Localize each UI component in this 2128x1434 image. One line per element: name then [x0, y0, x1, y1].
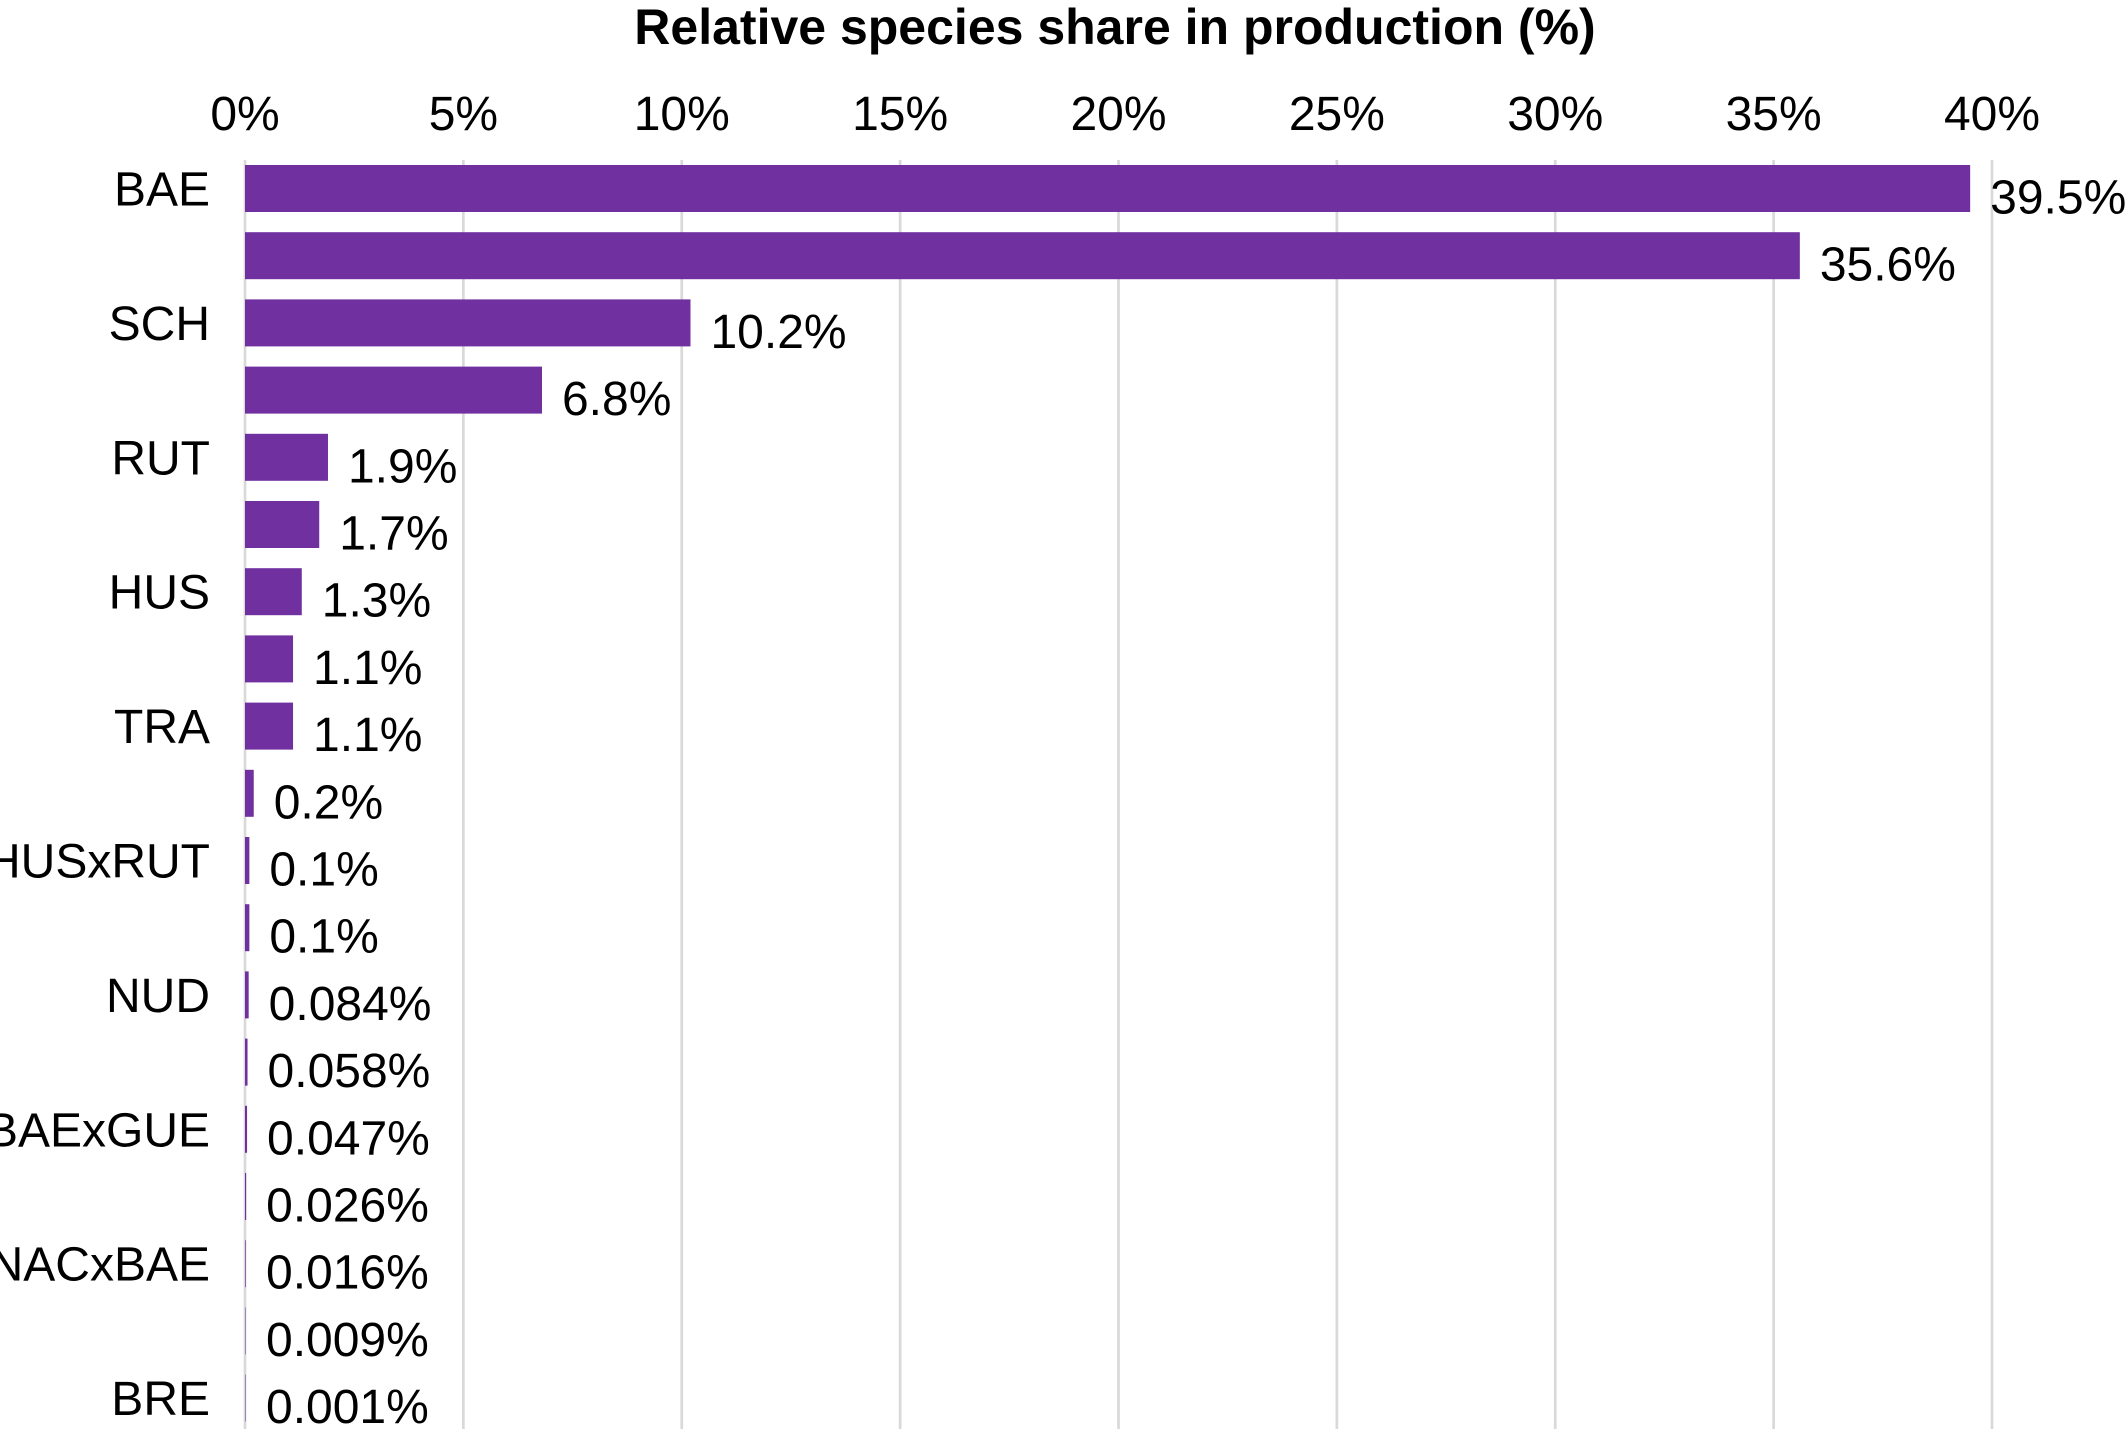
bar	[245, 1105, 248, 1153]
bar	[245, 1173, 247, 1220]
bar	[245, 1307, 246, 1355]
category-label: HUSxRUT	[0, 836, 210, 889]
value-label: 0.026%	[266, 1180, 429, 1233]
category-label: HUS	[109, 567, 210, 620]
bar	[245, 1240, 246, 1288]
value-label: 0.047%	[267, 1112, 430, 1165]
bar	[245, 769, 254, 817]
x-tick-label: 5%	[429, 88, 498, 141]
x-tick-label: 35%	[1726, 88, 1822, 141]
x-tick-label: 20%	[1070, 88, 1166, 141]
bar	[245, 837, 250, 884]
category-labels: BAE SCH RUT HUS TRA HUSxRUT NUD BAExGUE NACxBAE B…	[0, 164, 210, 1427]
bar	[245, 299, 691, 347]
bars	[245, 165, 1971, 1422]
bar	[245, 232, 1800, 280]
value-label: 0.1%	[269, 844, 378, 897]
value-label: 6.8%	[562, 373, 671, 426]
bar	[245, 1038, 248, 1086]
value-label: 39.5%	[1990, 172, 2126, 225]
value-label: 0.1%	[269, 911, 378, 964]
chart-title: Relative species share in production (%)	[634, 0, 1595, 55]
category-label: BAExGUE	[0, 1104, 210, 1157]
bar	[245, 165, 1971, 212]
bar	[245, 971, 249, 1019]
value-label: 0.084%	[269, 978, 432, 1031]
bar	[245, 501, 320, 548]
bar	[245, 635, 294, 683]
x-tick-label: 0%	[210, 88, 279, 141]
x-tick-label: 10%	[634, 88, 730, 141]
x-tick-label: 40%	[1944, 88, 2040, 141]
value-label: 0.001%	[266, 1381, 429, 1429]
category-label: BAE	[114, 164, 210, 217]
value-label: 1.7%	[339, 508, 448, 561]
bar	[245, 904, 250, 952]
bar	[245, 433, 328, 481]
category-label: NACxBAE	[0, 1239, 210, 1292]
value-label: 0.009%	[266, 1314, 429, 1367]
bar	[245, 366, 542, 414]
value-label: 0.016%	[266, 1247, 429, 1300]
value-label: 1.1%	[313, 709, 422, 762]
category-label: TRA	[114, 701, 210, 754]
bar	[245, 702, 294, 750]
category-label: RUT	[111, 432, 210, 485]
x-tick-label: 25%	[1289, 88, 1385, 141]
gridlines	[243, 160, 1994, 1429]
category-label: NUD	[106, 970, 210, 1023]
category-label: SCH	[109, 298, 210, 351]
category-label: BRE	[111, 1373, 210, 1426]
value-label: 35.6%	[1820, 239, 1956, 292]
x-axis-ticks: 0% 5% 10% 15% 20% 25% 30% 35% 40%	[210, 88, 2040, 141]
x-tick-label: 15%	[852, 88, 948, 141]
value-labels: 39.5% 35.6% 10.2% 6.8% 1.9% 1.7% 1.3% 1.1% 1.1% 0…	[266, 172, 2126, 1434]
value-label: 1.3%	[322, 575, 431, 628]
value-label: 1.1%	[313, 642, 422, 695]
value-label: 0.2%	[274, 776, 383, 829]
bar	[245, 1374, 246, 1422]
x-tick-label: 30%	[1507, 88, 1603, 141]
bar	[245, 568, 302, 616]
value-label: 0.058%	[268, 1045, 431, 1098]
value-label: 10.2%	[710, 306, 846, 359]
value-label: 1.9%	[348, 440, 457, 493]
